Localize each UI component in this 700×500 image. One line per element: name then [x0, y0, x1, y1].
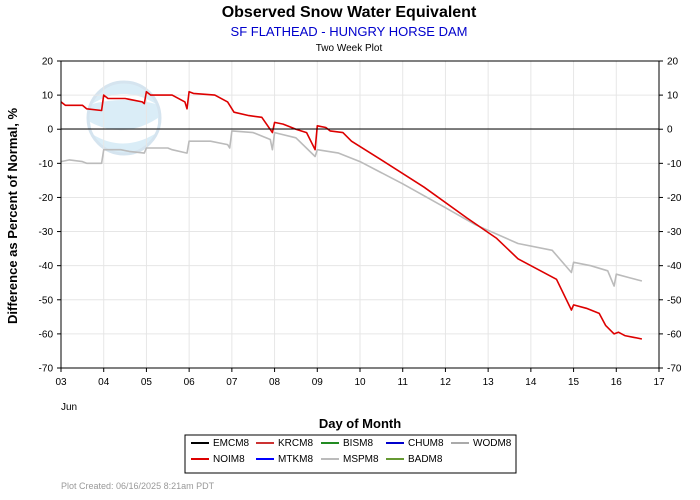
y-tick-label: 10 — [42, 91, 54, 102]
y-tick-label: -50 — [39, 295, 54, 306]
y-tick-label: -10 — [39, 159, 54, 170]
y-tick-label: 20 — [42, 57, 54, 68]
plot-label: Two Week Plot — [316, 43, 383, 54]
chart-subtitle: SF FLATHEAD - HUNGRY HORSE DAM — [231, 24, 468, 39]
x-tick-label: 15 — [568, 377, 580, 388]
y-tick-label: -60 — [39, 329, 54, 340]
x-tick-label: 16 — [611, 377, 623, 388]
y-tick-label-right: -20 — [667, 193, 682, 204]
legend-label-badm8: BADM8 — [408, 454, 443, 465]
series-line-mspm8 — [60, 130, 643, 287]
y-tick-label: -40 — [39, 261, 54, 272]
legend-label-mtkm8: MTKM8 — [278, 454, 313, 465]
legend-label-chum8: CHUM8 — [408, 438, 444, 449]
x-tick-label: 05 — [141, 377, 153, 388]
legend-label-bism8: BISM8 — [343, 438, 373, 449]
legend-box — [184, 434, 517, 474]
x-tick-label: 04 — [98, 377, 110, 388]
y-axis-left: 20 10 0 -10 -20 -30 -40 -50 -60 -70 — [39, 57, 61, 375]
x-tick-label: 14 — [525, 377, 537, 388]
y-tick-label-right: -40 — [667, 261, 682, 272]
x-tick-label: 06 — [184, 377, 196, 388]
x-tick-label: 11 — [398, 377, 409, 388]
y-tick-label-right: -30 — [667, 227, 682, 238]
y-tick-label-right: 20 — [667, 57, 679, 68]
legend-label-noim8: NOIM8 — [213, 454, 245, 465]
y-tick-label-right: 10 — [667, 91, 679, 102]
y-tick-label-right: -60 — [667, 329, 682, 340]
plot-created-footer: Plot Created: 06/16/2025 8:21am PDT — [61, 481, 215, 491]
legend-label-krcm8: KRCM8 — [278, 438, 313, 449]
y-tick-label-right: -70 — [667, 364, 682, 375]
x-tick-label: 08 — [269, 377, 281, 388]
legend-label-wodm8: WODM8 — [473, 438, 512, 449]
chart-title: Observed Snow Water Equivalent — [222, 4, 477, 21]
series-layer — [60, 90, 643, 340]
x-axis: 03 04 05 06 07 08 09 10 11 12 13 14 15 16 17 — [55, 368, 665, 388]
month-label: Jun — [61, 402, 77, 413]
y-tick-label-right: -10 — [667, 159, 682, 170]
y-tick-label: -70 — [39, 364, 54, 375]
legend-label-emcm8: EMCM8 — [213, 438, 250, 449]
x-tick-label: 07 — [226, 377, 238, 388]
y-tick-label-right: 0 — [667, 125, 673, 136]
y-tick-label-right: -50 — [667, 295, 682, 306]
y-tick-label: 0 — [47, 125, 53, 136]
y-axis-label: Difference as Percent of Normal, % — [5, 108, 20, 324]
y-tick-label: -30 — [39, 227, 54, 238]
series-line-noim8 — [60, 90, 643, 340]
x-tick-label: 03 — [55, 377, 67, 388]
y-axis-right: 20 10 0 -10 -20 -30 -40 -50 -60 -70 — [659, 57, 682, 375]
x-axis-label: Day of Month — [319, 416, 401, 431]
x-tick-label: 17 — [653, 377, 665, 388]
y-tick-label: -20 — [39, 193, 54, 204]
legend: EMCM8 KRCM8 BISM8 CHUM8 WODM8 NOIM8 MTKM8 MSPM8… — [184, 434, 517, 474]
grid — [60, 60, 660, 369]
x-tick-label: 13 — [483, 377, 495, 388]
x-tick-label: 09 — [312, 377, 324, 388]
x-tick-label: 10 — [354, 377, 366, 388]
x-tick-label: 12 — [440, 377, 452, 388]
noaa-logo — [86, 80, 162, 156]
legend-label-mspm8: MSPM8 — [343, 454, 379, 465]
